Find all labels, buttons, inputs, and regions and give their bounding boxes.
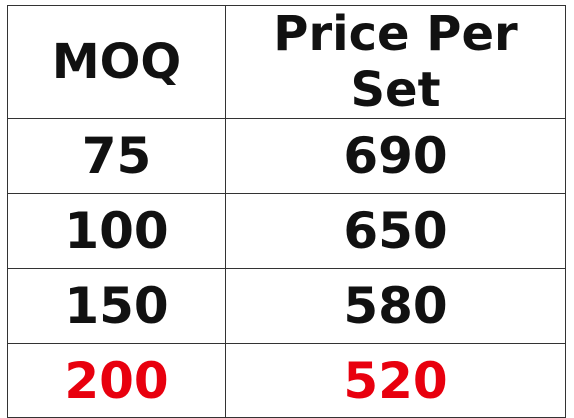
moq-cell: 75 — [7, 118, 226, 194]
price-cell: 650 — [225, 193, 566, 269]
table-row: 150 580 — [7, 268, 566, 344]
price-per-set-header: Price Per Set — [225, 5, 566, 119]
price-cell: 580 — [225, 268, 566, 344]
price-table-container: MOQ Price Per Set 75 690 100 650 150 580… — [7, 5, 566, 418]
moq-cell: 150 — [7, 268, 226, 344]
table-row: 100 650 — [7, 193, 566, 269]
moq-header: MOQ — [7, 5, 226, 119]
table-row-highlighted: 200 520 — [7, 343, 566, 418]
moq-cell-highlighted: 200 — [7, 343, 226, 418]
price-cell: 690 — [225, 118, 566, 194]
table-header-row: MOQ Price Per Set — [7, 5, 566, 119]
price-cell-highlighted: 520 — [225, 343, 566, 418]
price-table: MOQ Price Per Set 75 690 100 650 150 580… — [7, 5, 566, 418]
table-row: 75 690 — [7, 118, 566, 194]
moq-cell: 100 — [7, 193, 226, 269]
